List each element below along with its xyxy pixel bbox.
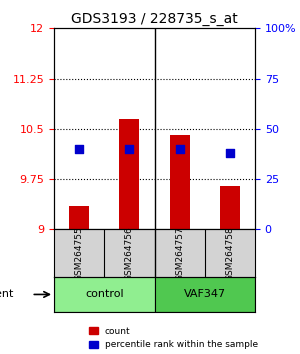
FancyBboxPatch shape: [154, 229, 205, 278]
Point: [127, 146, 132, 152]
FancyBboxPatch shape: [104, 229, 154, 278]
Bar: [169, 136, 190, 229]
FancyBboxPatch shape: [205, 229, 255, 278]
Legend: count, percentile rank within the sample: count, percentile rank within the sample: [88, 327, 258, 349]
FancyBboxPatch shape: [154, 278, 255, 312]
Point: [177, 146, 182, 152]
FancyBboxPatch shape: [54, 278, 154, 312]
Text: agent: agent: [0, 290, 14, 299]
Bar: [69, 206, 89, 229]
FancyBboxPatch shape: [54, 229, 104, 278]
Bar: [119, 119, 140, 229]
Text: GSM264757: GSM264757: [175, 226, 184, 281]
Text: GSM264758: GSM264758: [225, 226, 234, 281]
Point: [77, 146, 82, 152]
Text: GSM264755: GSM264755: [75, 226, 84, 281]
Text: VAF347: VAF347: [184, 290, 226, 299]
Title: GDS3193 / 228735_s_at: GDS3193 / 228735_s_at: [71, 12, 238, 26]
Point: [227, 150, 232, 156]
Text: GSM264756: GSM264756: [125, 226, 134, 281]
Text: control: control: [85, 290, 124, 299]
Bar: [220, 185, 240, 229]
